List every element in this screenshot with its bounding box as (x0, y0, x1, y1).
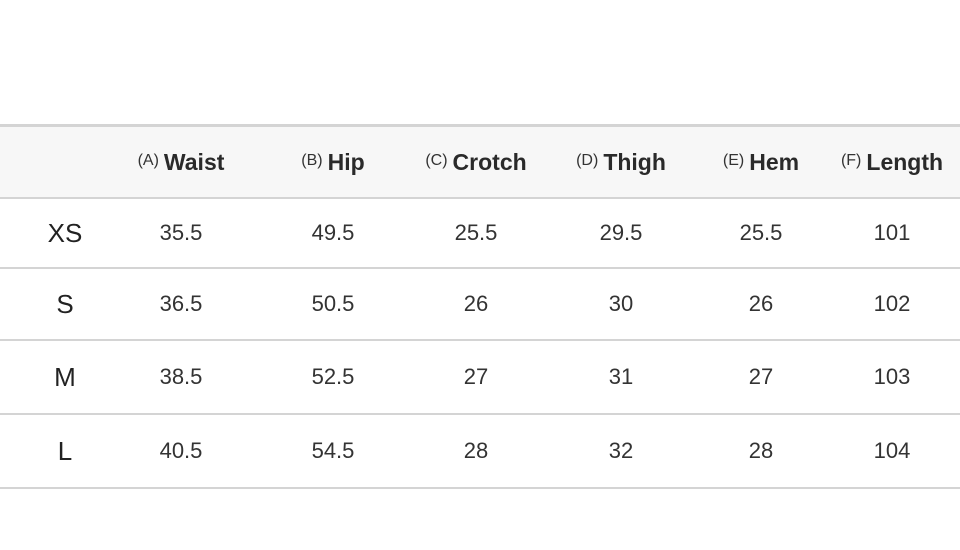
waist-value: 38.5 (159, 364, 203, 389)
header-label: Thigh (603, 148, 666, 175)
header-hip: (B) Hip (268, 127, 398, 197)
hip-value: 54.5 (311, 438, 355, 463)
hip-value: 52.5 (311, 364, 355, 389)
waist-value: 36.5 (159, 291, 203, 316)
header-label: Hem (749, 148, 800, 175)
length-value: 103 (873, 364, 911, 389)
header-letter: (E) (722, 152, 745, 169)
hem-value: 27 (748, 364, 774, 389)
header-letter: (C) (425, 152, 448, 169)
table-header-row: (A) Waist (B) Hip (C) Crotch (D) Thigh (E) He… (0, 124, 960, 199)
header-letter: (B) (301, 152, 323, 169)
header-label: Waist (163, 148, 225, 175)
hip-value: 50.5 (311, 291, 355, 316)
table-row: XS 35.5 49.5 25.5 29.5 25.5 101 (0, 199, 960, 269)
header-size-column (25, 127, 105, 197)
crotch-value: 25.5 (454, 220, 498, 245)
size-label: S (56, 288, 74, 319)
thigh-value: 32 (608, 438, 634, 463)
header-letter: (F) (840, 152, 862, 169)
header-waist: (A) Waist (116, 127, 246, 197)
size-label: XS (47, 217, 83, 248)
header-length: (F) Length (830, 127, 954, 197)
header-hem: (E) Hem (693, 127, 829, 197)
hem-value: 28 (748, 438, 774, 463)
hem-value: 25.5 (739, 220, 783, 245)
thigh-value: 31 (608, 364, 634, 389)
table-row: S 36.5 50.5 26 30 26 102 (0, 269, 960, 341)
size-label: L (57, 435, 73, 466)
header-letter: (A) (137, 152, 159, 169)
length-value: 102 (873, 291, 911, 316)
crotch-value: 28 (463, 438, 489, 463)
header-letter: (D) (576, 152, 599, 169)
header-label: Hip (327, 148, 365, 175)
waist-value: 35.5 (159, 220, 203, 245)
size-chart-table: (A) Waist (B) Hip (C) Crotch (D) Thigh (E) He… (0, 124, 960, 489)
header-crotch: (C) Crotch (398, 127, 554, 197)
header-label: Crotch (452, 148, 527, 175)
length-value: 104 (873, 438, 911, 463)
crotch-value: 27 (463, 364, 489, 389)
header-thigh: (D) Thigh (553, 127, 689, 197)
table-row: M 38.5 52.5 27 31 27 103 (0, 341, 960, 415)
crotch-value: 26 (463, 291, 489, 316)
hip-value: 49.5 (311, 220, 355, 245)
thigh-value: 30 (608, 291, 634, 316)
thigh-value: 29.5 (599, 220, 643, 245)
header-label: Length (866, 148, 944, 175)
hem-value: 26 (748, 291, 774, 316)
length-value: 101 (873, 220, 911, 245)
size-label: M (54, 361, 76, 392)
waist-value: 40.5 (159, 438, 203, 463)
table-row: L 40.5 54.5 28 32 28 104 (0, 415, 960, 489)
